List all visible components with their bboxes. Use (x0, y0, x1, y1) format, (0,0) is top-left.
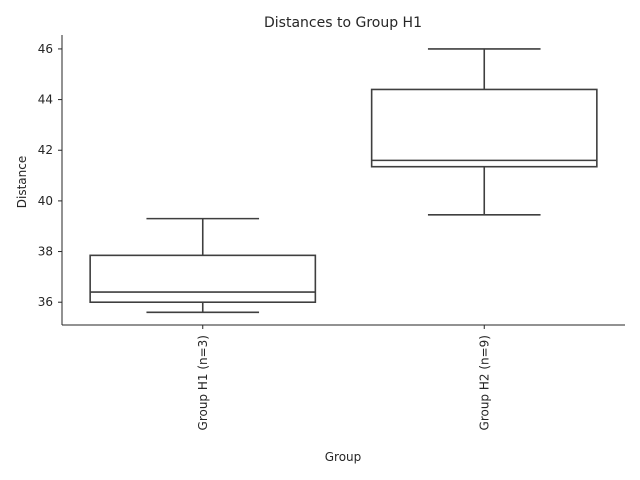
y-tick-label: 40 (38, 194, 53, 208)
box-plot-1 (89, 217, 317, 314)
x-tick-label: Group H2 (n=9) (477, 335, 491, 430)
y-ticks: 36 38 40 42 44 46 (38, 42, 62, 309)
iqr-box (370, 88, 598, 168)
box-plot-2 (370, 48, 598, 216)
x-tick-label: Group H1 (n=3) (196, 335, 210, 430)
y-tick-label: 44 (38, 93, 53, 107)
iqr-box (89, 254, 317, 304)
box-plots (89, 48, 598, 314)
x-ticks: Group H1 (n=3) Group H2 (n=9) (196, 325, 491, 430)
x-axis-label: Group (325, 450, 362, 464)
y-axis-label: Distance (15, 156, 29, 208)
y-tick-label: 36 (38, 295, 53, 309)
y-tick-label: 46 (38, 42, 53, 56)
y-tick-label: 42 (38, 143, 53, 157)
chart-title: Distances to Group H1 (264, 15, 422, 31)
y-tick-label: 38 (38, 245, 53, 259)
